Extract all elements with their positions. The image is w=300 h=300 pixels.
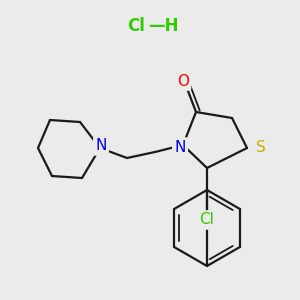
- Text: S: S: [256, 140, 266, 155]
- Text: Cl: Cl: [127, 17, 145, 35]
- Text: O: O: [177, 74, 189, 88]
- Text: N: N: [174, 140, 186, 154]
- Text: Cl: Cl: [200, 212, 214, 227]
- Text: —H: —H: [148, 17, 178, 35]
- Text: N: N: [95, 139, 107, 154]
